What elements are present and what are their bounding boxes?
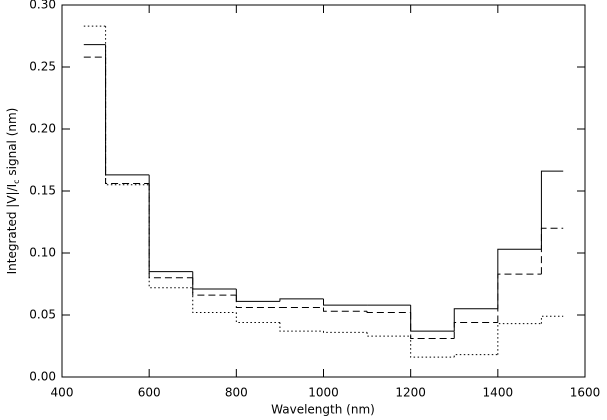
- x-tick-label: 600: [138, 386, 161, 400]
- histogram-step: [105, 57, 150, 185]
- histogram-step: [105, 26, 150, 186]
- histogram-step: [323, 298, 368, 306]
- y-axis-label-main: Integrated |V|/I: [5, 184, 19, 275]
- histogram-step: [192, 287, 237, 314]
- y-axis-label-sub: c: [12, 179, 21, 183]
- histogram-step: [410, 305, 455, 332]
- histogram-step: [148, 184, 193, 289]
- x-axis-label: Wavelength (nm): [271, 403, 375, 417]
- y-tick-label: 0.10: [29, 246, 56, 260]
- plot-frame: [61, 4, 586, 378]
- histogram-step: [279, 322, 324, 332]
- histogram-step: [366, 311, 411, 314]
- histogram-step: [540, 315, 564, 324]
- histogram-step: [323, 307, 368, 312]
- histogram-step: [540, 227, 564, 275]
- histogram-step: [410, 312, 455, 340]
- histogram-step: [497, 273, 542, 323]
- histogram-step: [410, 336, 455, 358]
- y-tick-label: 0.15: [29, 184, 56, 198]
- y-tick-label: 0.05: [29, 308, 56, 322]
- x-tick-label: 1000: [308, 386, 339, 400]
- y-tick-label: 0.25: [29, 60, 56, 74]
- histogram-step: [497, 323, 542, 355]
- histogram-step: [453, 308, 498, 332]
- histogram-step: [235, 312, 280, 323]
- histogram-step: [497, 248, 542, 309]
- x-tick-label: 800: [225, 386, 248, 400]
- histogram-step: [192, 277, 237, 296]
- histogram-step: [366, 332, 411, 337]
- histogram-step: [540, 170, 564, 250]
- histogram-step: [279, 298, 324, 302]
- y-tick-label: 0.20: [29, 122, 56, 136]
- x-tick-label: 1600: [570, 386, 601, 400]
- x-tick-label: 1200: [395, 386, 426, 400]
- histogram-step: [192, 271, 237, 290]
- histogram-step: [105, 44, 150, 176]
- histogram-step: [148, 183, 193, 279]
- histogram-step: [453, 321, 498, 339]
- histogram-step: [453, 354, 498, 358]
- x-tick-label: 400: [51, 386, 74, 400]
- y-tick-label: 0.30: [29, 0, 56, 12]
- histogram-step: [235, 288, 280, 302]
- x-tick-label: 1400: [483, 386, 514, 400]
- y-tick-label: 0.00: [29, 370, 56, 384]
- y-axis-label-end: signal (nm): [5, 108, 19, 180]
- histogram-step: [148, 174, 193, 273]
- histogram-step: [235, 295, 280, 309]
- histogram-step: [323, 331, 368, 333]
- y-axis-label: Integrated |V|/Ic signal (nm): [5, 108, 21, 275]
